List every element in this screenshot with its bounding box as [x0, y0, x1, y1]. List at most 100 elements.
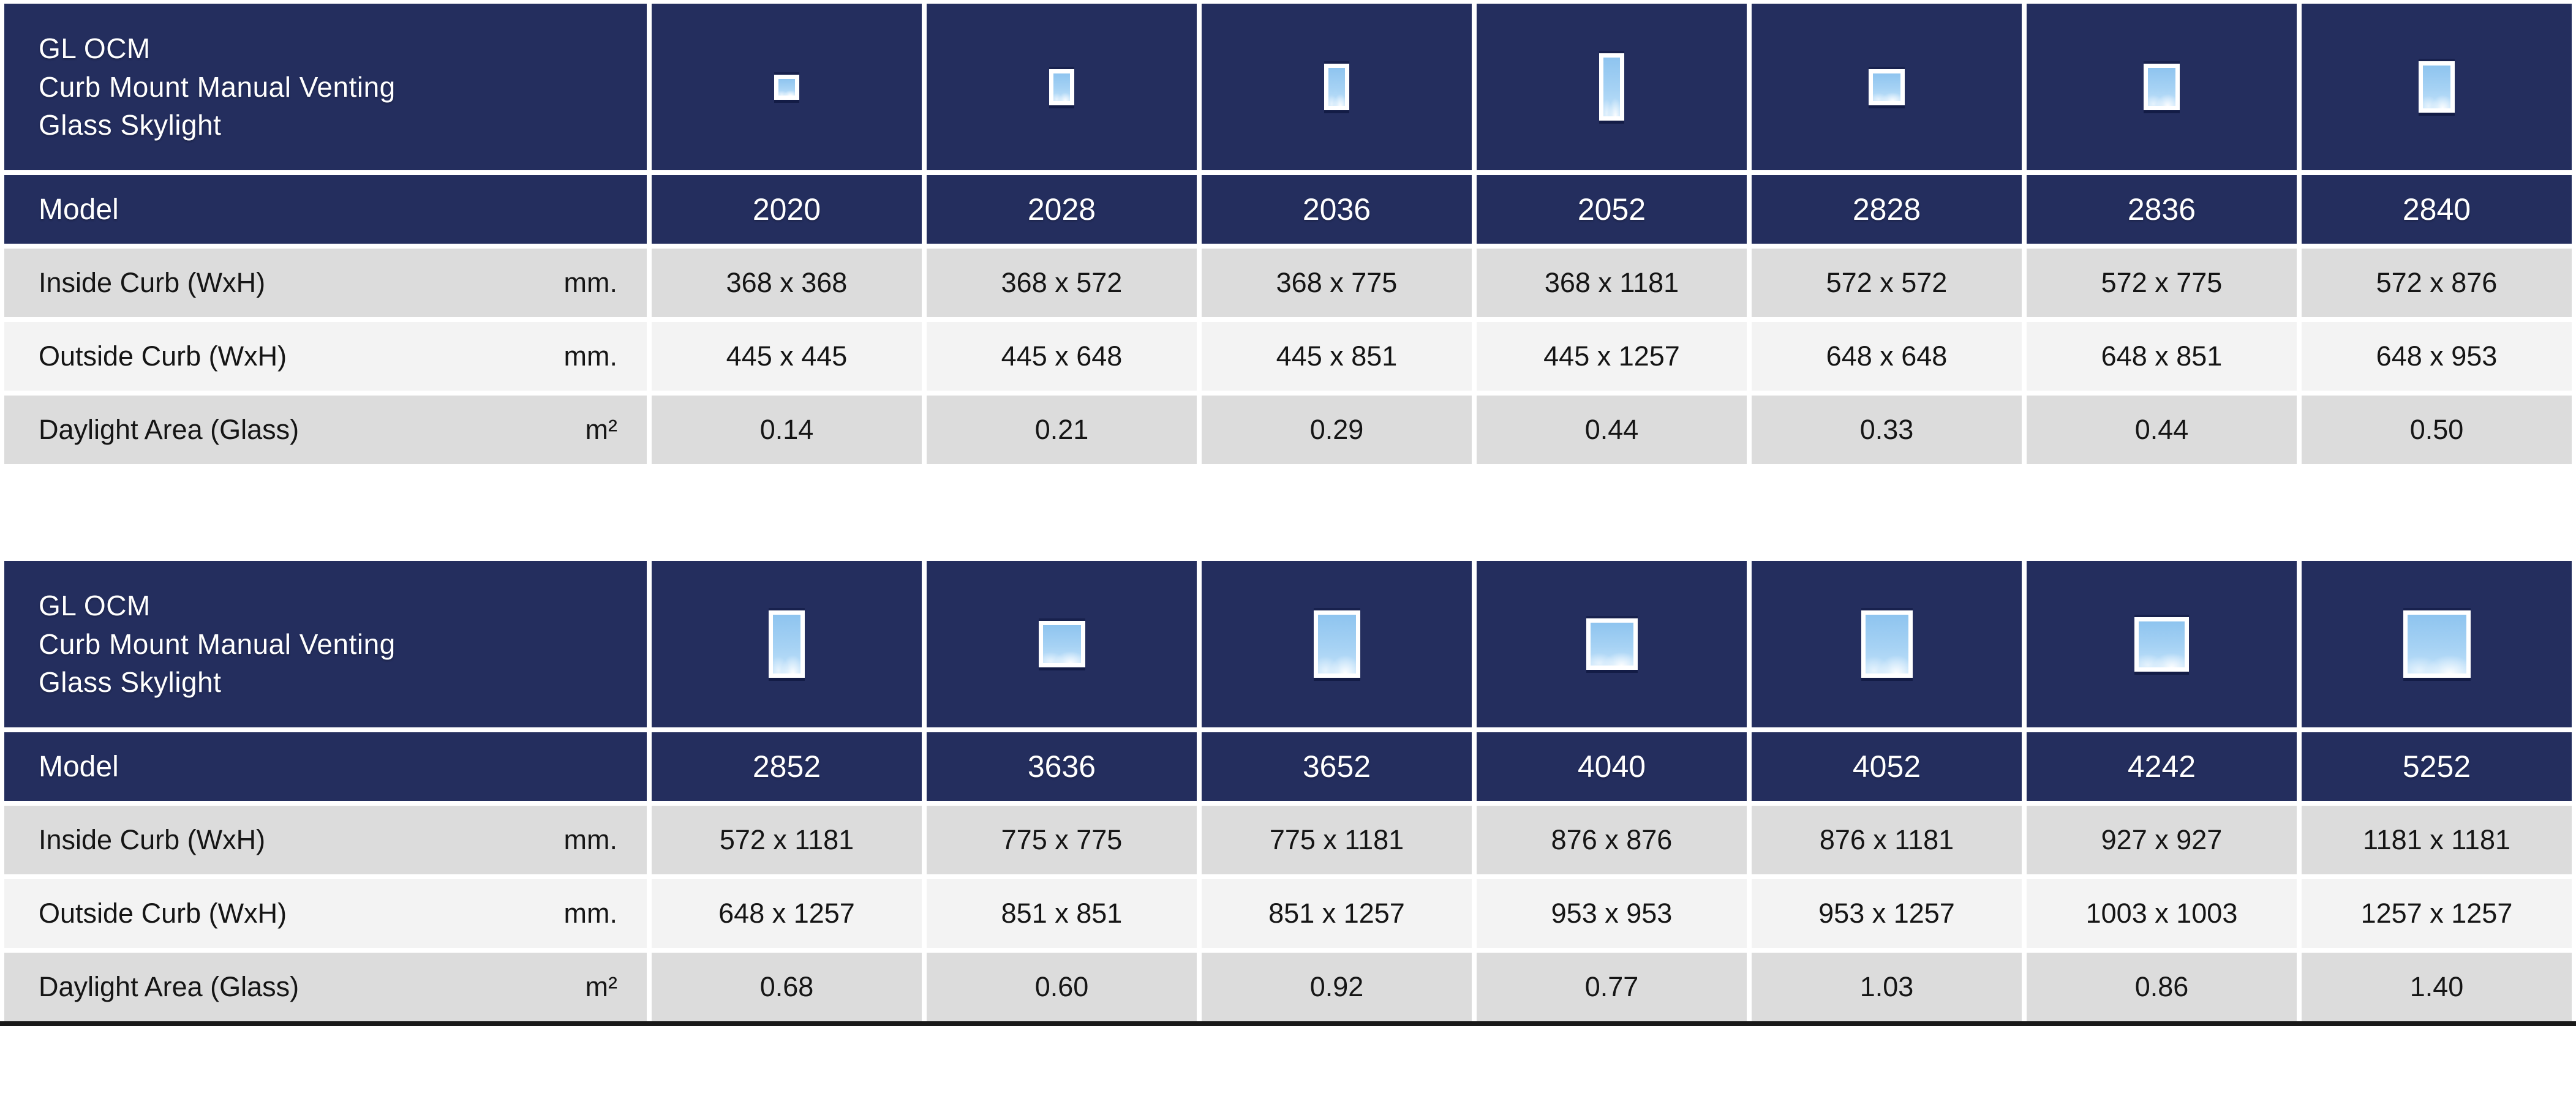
sky-glass: [1865, 615, 1908, 673]
skylight-icon-cell: [927, 561, 1197, 727]
skylight-icon-cell: [1752, 561, 2022, 727]
skylight-icon: [1324, 64, 1349, 110]
skylight-icon-cell: [2027, 4, 2297, 170]
skylight-icon: [2144, 64, 2180, 110]
row-unit: mm.: [563, 824, 617, 855]
daylight-area-value: 0.92: [1202, 953, 1472, 1021]
inside-curb-value: 572 x 876: [2302, 249, 2572, 317]
skylight-icon-cell: [1202, 4, 1472, 170]
row-label: Outside Curb (WxH): [39, 898, 287, 929]
skylight-spec-table-1: GL OCM Curb Mount Manual Venting Glass S…: [4, 4, 2572, 464]
skylight-icon-cell: [2302, 561, 2572, 727]
skylight-spec-table-2: GL OCM Curb Mount Manual Venting Glass S…: [4, 561, 2572, 1021]
sky-glass: [1328, 68, 1345, 106]
model-number: 2036: [1202, 175, 1472, 244]
sky-glass: [1317, 615, 1356, 673]
daylight-area-value: 1.40: [2302, 953, 2572, 1021]
sky-glass: [1042, 625, 1081, 663]
skylight-icon-cell: [652, 4, 922, 170]
skylight-icon-cell: [2027, 561, 2297, 727]
skylight-icon: [1861, 610, 1913, 678]
row-unit: mm.: [563, 340, 617, 372]
skylight-icon: [774, 74, 799, 100]
outside-curb-value: 648 x 953: [2302, 322, 2572, 391]
model-number: 2836: [2027, 175, 2297, 244]
outside-curb-value: 851 x 851: [927, 879, 1197, 948]
row-label-daylight-area: Daylight Area (Glass) m²: [4, 396, 647, 464]
row-label: Inside Curb (WxH): [39, 824, 266, 855]
skylight-icon-cell: [1477, 4, 1747, 170]
inside-curb-value: 572 x 572: [1752, 249, 2022, 317]
model-number: 2028: [927, 175, 1197, 244]
inside-curb-value: 1181 x 1181: [2302, 806, 2572, 874]
model-number: 4040: [1477, 732, 1747, 801]
skylight-icon-cell: [2302, 4, 2572, 170]
outside-curb-value: 648 x 851: [2027, 322, 2297, 391]
daylight-area-value: 0.86: [2027, 953, 2297, 1021]
row-label-outside-curb: Outside Curb (WxH) mm.: [4, 322, 647, 391]
sky-glass: [1053, 73, 1070, 101]
inside-curb-value: 368 x 368: [652, 249, 922, 317]
inside-curb-value: 572 x 775: [2027, 249, 2297, 317]
daylight-area-value: 0.68: [652, 953, 922, 1021]
row-label-inside-curb: Inside Curb (WxH) mm.: [4, 249, 647, 317]
daylight-area-value: 0.50: [2302, 396, 2572, 464]
skylight-icon: [2403, 610, 2471, 678]
skylight-icon: [1038, 621, 1085, 667]
sky-glass: [1603, 58, 1620, 116]
outside-curb-value: 445 x 851: [1202, 322, 1472, 391]
daylight-area-value: 0.33: [1752, 396, 2022, 464]
model-number: 5252: [2302, 732, 2572, 801]
sky-glass: [2139, 621, 2185, 667]
inside-curb-value: 368 x 775: [1202, 249, 1472, 317]
skylight-icon: [1586, 618, 1638, 670]
daylight-area-value: 1.03: [1752, 953, 2022, 1021]
model-row-label: Model: [4, 732, 647, 801]
outside-curb-value: 445 x 1257: [1477, 322, 1747, 391]
daylight-area-value: 0.29: [1202, 396, 1472, 464]
row-label: Daylight Area (Glass): [39, 971, 299, 1002]
row-unit: m²: [585, 414, 617, 445]
sky-glass: [2407, 615, 2466, 673]
inside-curb-value: 876 x 1181: [1752, 806, 2022, 874]
outside-curb-value: 648 x 1257: [652, 879, 922, 948]
row-label: Daylight Area (Glass): [39, 414, 299, 445]
skylight-icon-cell: [652, 561, 922, 727]
outside-curb-value: 1257 x 1257: [2302, 879, 2572, 948]
inside-curb-value: 927 x 927: [2027, 806, 2297, 874]
row-label-inside-curb: Inside Curb (WxH) mm.: [4, 806, 647, 874]
bottom-edge-bar: [0, 1021, 2576, 1026]
outside-curb-value: 851 x 1257: [1202, 879, 1472, 948]
model-number: 2828: [1752, 175, 2022, 244]
skylight-icon: [2419, 61, 2455, 113]
model-number: 2052: [1477, 175, 1747, 244]
sky-glass: [1590, 623, 1633, 666]
skylight-icon: [1599, 53, 1624, 121]
spec-sheet: GL OCM Curb Mount Manual Venting Glass S…: [4, 4, 2572, 1118]
daylight-area-value: 0.14: [652, 396, 922, 464]
daylight-area-value: 0.44: [2027, 396, 2297, 464]
outside-curb-value: 445 x 648: [927, 322, 1197, 391]
model-number: 3652: [1202, 732, 1472, 801]
outside-curb-value: 648 x 648: [1752, 322, 2022, 391]
row-label: Inside Curb (WxH): [39, 267, 266, 298]
inside-curb-value: 368 x 1181: [1477, 249, 1747, 317]
model-number: 2840: [2302, 175, 2572, 244]
daylight-area-value: 0.44: [1477, 396, 1747, 464]
sky-glass: [773, 615, 800, 673]
inside-curb-value: 572 x 1181: [652, 806, 922, 874]
model-number: 4242: [2027, 732, 2297, 801]
inside-curb-value: 775 x 775: [927, 806, 1197, 874]
sky-glass: [2423, 66, 2450, 108]
table-title: GL OCM Curb Mount Manual Venting Glass S…: [4, 561, 647, 727]
row-label: Outside Curb (WxH): [39, 340, 287, 372]
row-unit: mm.: [563, 267, 617, 298]
inside-curb-value: 368 x 572: [927, 249, 1197, 317]
daylight-area-value: 0.77: [1477, 953, 1747, 1021]
outside-curb-value: 953 x 953: [1477, 879, 1747, 948]
inside-curb-value: 876 x 876: [1477, 806, 1747, 874]
skylight-icon-cell: [1477, 561, 1747, 727]
skylight-icon-cell: [1752, 4, 2022, 170]
sky-glass: [778, 78, 795, 96]
row-unit: mm.: [563, 898, 617, 929]
